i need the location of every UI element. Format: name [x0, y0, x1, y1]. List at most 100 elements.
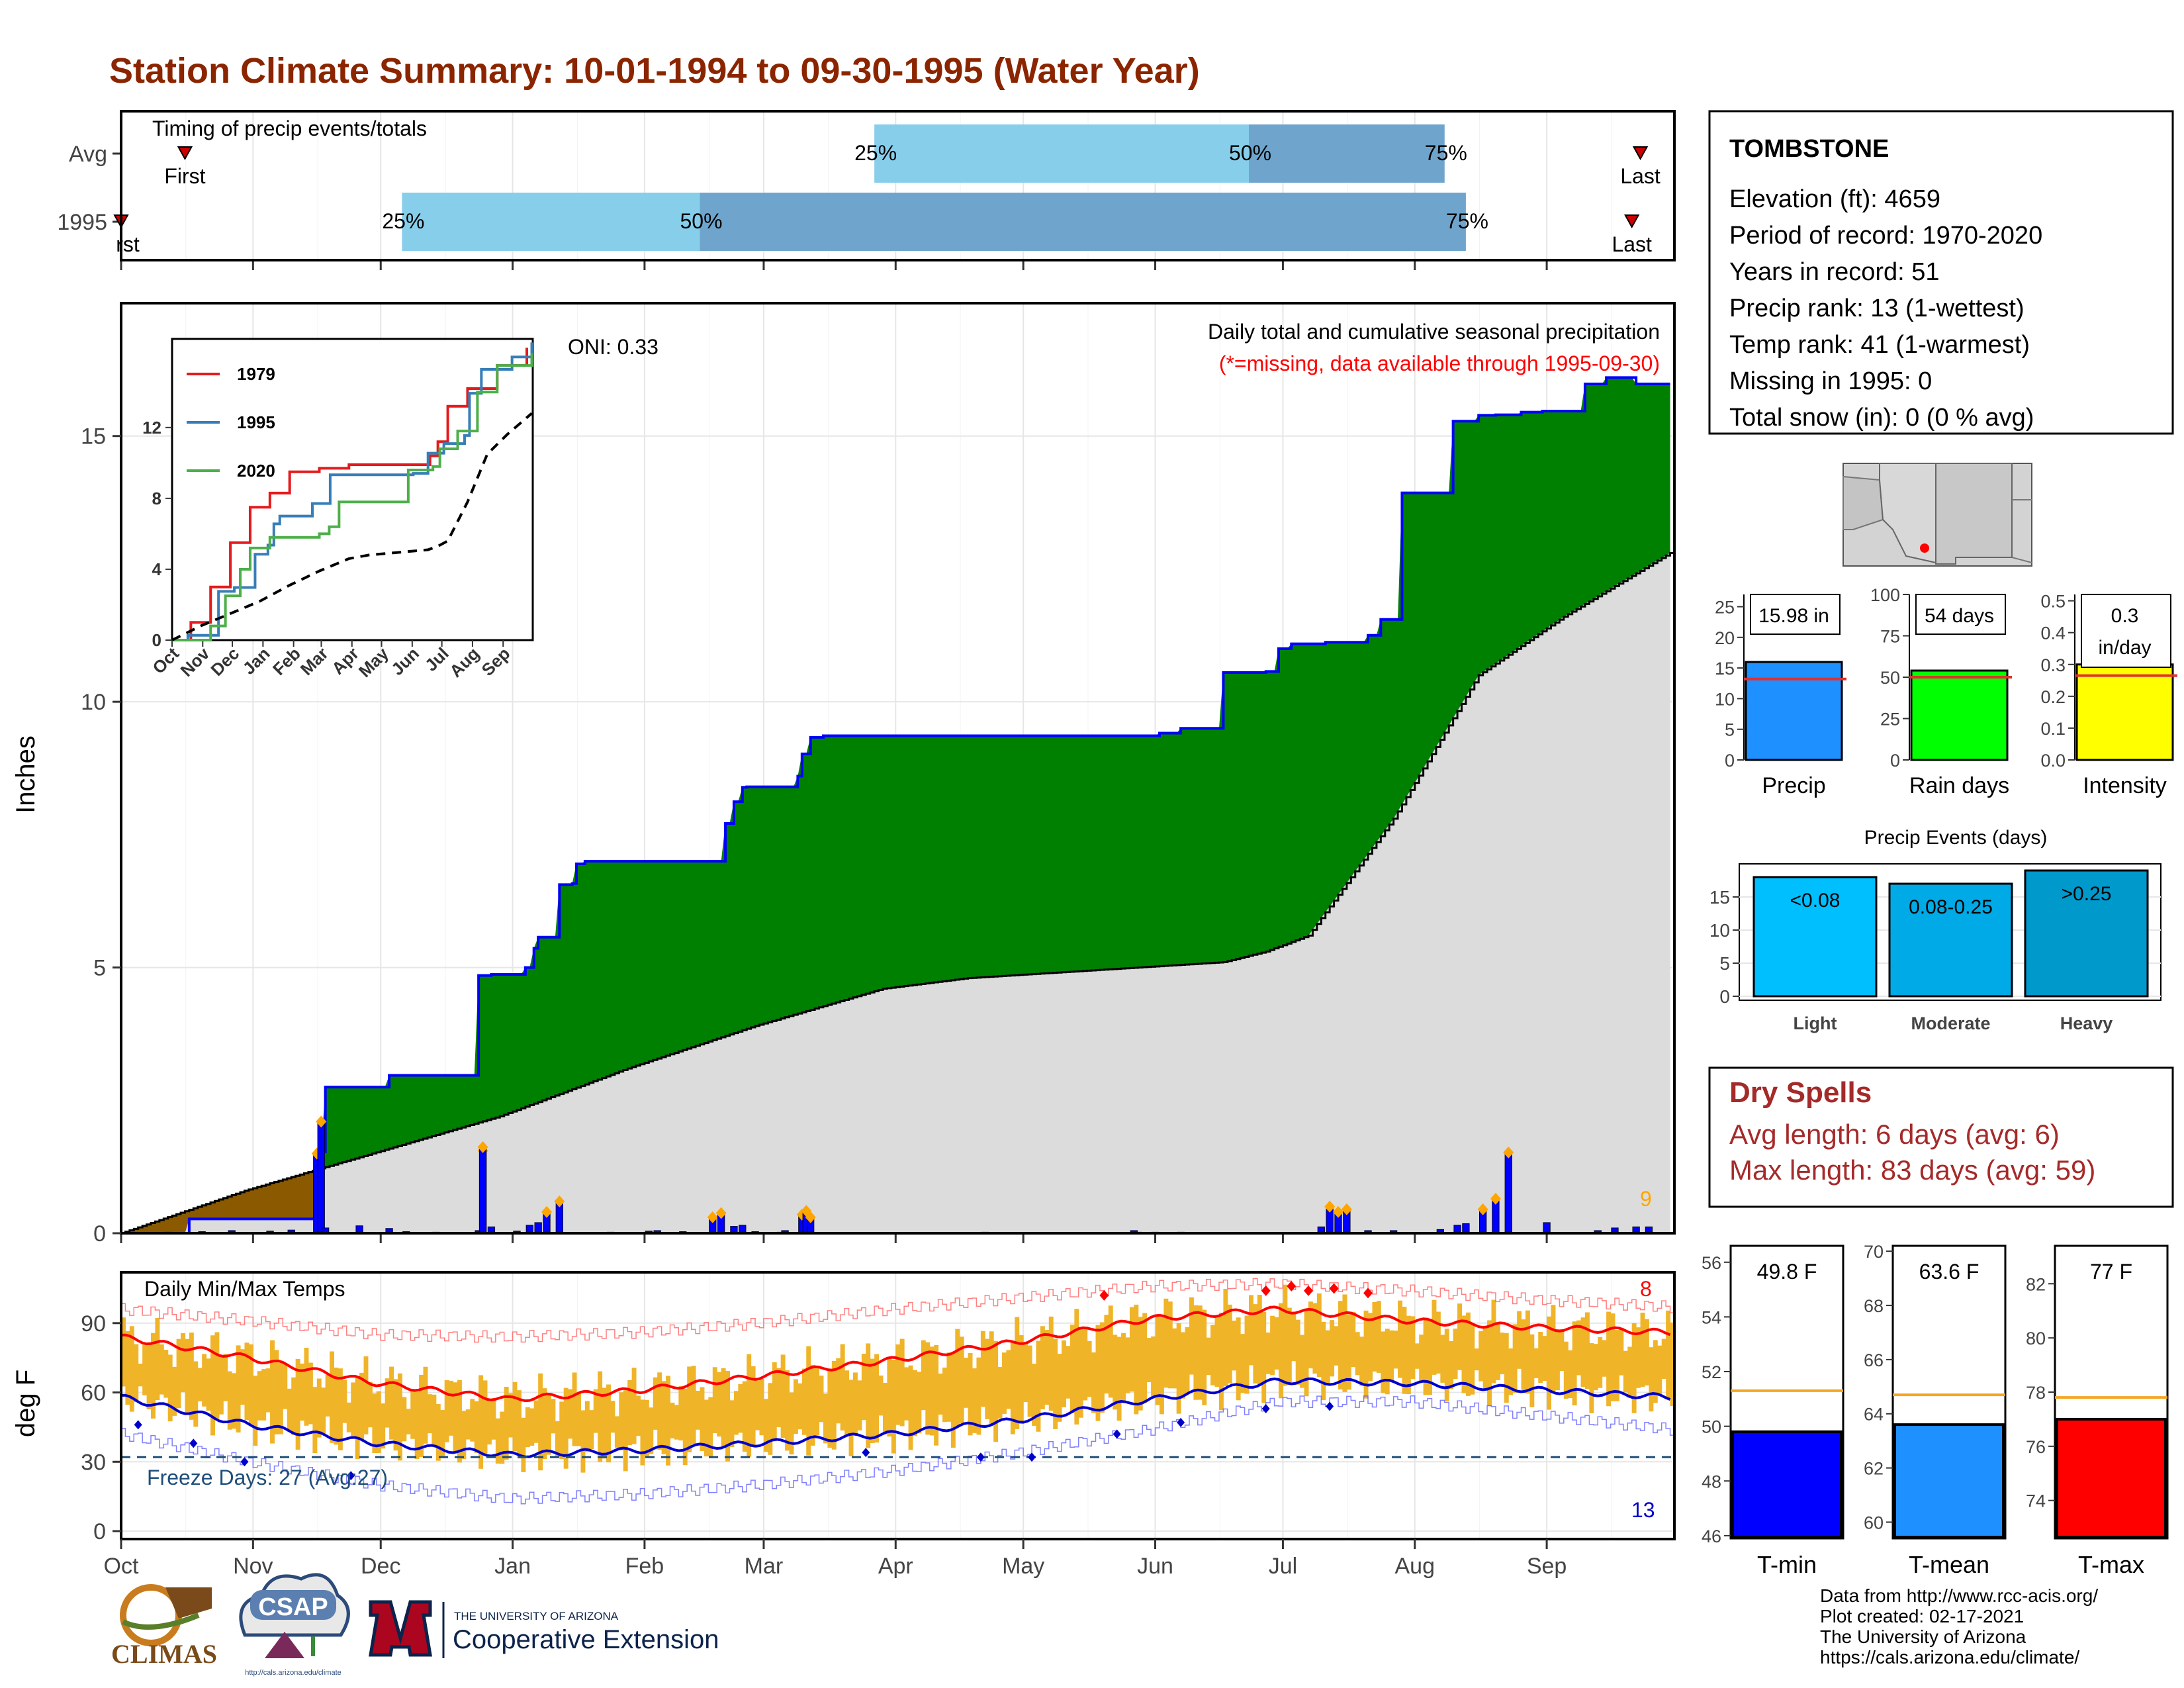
daily-temp-range [964, 1358, 969, 1408]
last-event-marker [1624, 214, 1640, 229]
daily-temp-range [1398, 1300, 1402, 1378]
daily-temp-range [1410, 1316, 1416, 1380]
daily-temp-range [533, 1400, 539, 1443]
temp-ytick-label: 90 [81, 1311, 106, 1336]
daily-temp-range [1593, 1344, 1598, 1391]
daily-temp-range [381, 1403, 386, 1449]
daily-temp-range [895, 1344, 901, 1425]
summary-ytick-label: 0 [1725, 751, 1735, 771]
daily-temp-range [776, 1368, 782, 1428]
avg-max-line [120, 1305, 1671, 1403]
temp-value-label: 77 F [2090, 1260, 2132, 1284]
timing-row: 1995 25% 50% 75% rst Last [57, 193, 1652, 256]
record-low-marker [976, 1452, 985, 1462]
precip-border [120, 302, 1676, 1235]
daily-temp-range [836, 1358, 841, 1424]
summary-ytick-label: 0.1 [2040, 719, 2066, 739]
temp-value-label: 49.8 F [1757, 1260, 1817, 1284]
daily-temp-range [1210, 1325, 1216, 1385]
daily-temp-range [1661, 1338, 1666, 1379]
timing-q50-label: 50% [1229, 141, 1271, 165]
daily-temp-range [772, 1362, 777, 1442]
daily-temp-range [725, 1371, 731, 1462]
summary-ytick-label: 25 [1880, 710, 1900, 729]
temp-bar-ytick-label: 48 [1702, 1472, 1721, 1491]
temp-bar-ytick-label: 80 [2026, 1329, 2046, 1348]
daily-temp-range [1006, 1350, 1011, 1409]
daily-temp-range [950, 1353, 956, 1448]
hot-days-count: 8 [1640, 1277, 1652, 1301]
daily-temp-range [1069, 1324, 1075, 1414]
heavy-precip-marker [1490, 1192, 1501, 1205]
daily-temp-range [1547, 1316, 1552, 1410]
daily-temp-range [1312, 1303, 1318, 1374]
month-label: May [1002, 1554, 1044, 1579]
daily-temp-range [797, 1383, 803, 1430]
extreme-count: 9 [1640, 1187, 1652, 1211]
daily-temp-range [1602, 1340, 1607, 1377]
daily-temp-range [1121, 1333, 1126, 1403]
daily-temp-range [240, 1349, 245, 1405]
daily-temp-range [1334, 1326, 1339, 1366]
daily-temp-range [674, 1405, 679, 1440]
daily-temp-range [1129, 1307, 1134, 1392]
daily-temp-range [283, 1364, 288, 1409]
csap-text: CSAP [258, 1593, 328, 1621]
daily-temp-range [1529, 1334, 1535, 1407]
heavy-precip-marker [477, 1141, 488, 1153]
temp-bar-ytick-label: 60 [1864, 1513, 1884, 1532]
summary-bar-label: Rain days [1909, 773, 2009, 798]
temp-bar-ytick-label: 78 [2026, 1383, 2046, 1403]
event-category-label: Light [1794, 1013, 1837, 1033]
daily-temp-range [729, 1400, 735, 1448]
daily-temp-range [891, 1360, 896, 1454]
timing-title: Timing of precip events/totals [152, 117, 427, 140]
temp-ytick-label: 0 [93, 1519, 106, 1544]
summary-ytick-label: 15 [1715, 659, 1735, 679]
daily-temp-range [1206, 1337, 1211, 1376]
daily-temp-range [644, 1399, 649, 1457]
inset-legend-label: 2020 [237, 461, 275, 481]
record-low-marker [347, 1471, 355, 1481]
daily-temp-range [1495, 1322, 1500, 1380]
daily-temp-range [1376, 1301, 1381, 1373]
daily-temp-range [1640, 1312, 1645, 1387]
daily-temp-range [929, 1346, 934, 1436]
month-label: Sep [1527, 1554, 1567, 1579]
daily-temp-range [1470, 1323, 1475, 1395]
daily-temp-range [1138, 1317, 1143, 1411]
daily-temp-range [1432, 1299, 1437, 1375]
inset-legend-label: 1979 [237, 364, 275, 384]
observed-cumulative-line [121, 376, 1670, 1235]
daily-temp-range [1116, 1336, 1122, 1421]
month-label: Jun [1137, 1554, 1173, 1579]
temp-bar-tmax: 74 76 78 80 82 77 F T-max [2026, 1244, 2169, 1578]
record-max-line [121, 1278, 1674, 1343]
daily-temp-range [372, 1393, 377, 1454]
daily-temp-range [589, 1410, 594, 1450]
daily-temp-range [1606, 1311, 1612, 1407]
daily-temp-range [414, 1391, 420, 1460]
daily-temp-range [602, 1387, 607, 1459]
daily-temp-range [1623, 1350, 1628, 1393]
daily-temp-range [517, 1390, 522, 1459]
timing-border [120, 110, 1676, 261]
daily-temp-range [1330, 1320, 1335, 1377]
record-low-marker [1113, 1429, 1121, 1439]
daily-temp-range [661, 1381, 666, 1454]
daily-temp-range [1423, 1317, 1428, 1395]
daily-temp-range [598, 1371, 603, 1462]
station-info-line: Missing in 1995: 0 [1729, 367, 1932, 395]
daily-temp-range [670, 1402, 675, 1438]
daily-temp-range [461, 1411, 467, 1460]
dry-spells-title: Dry Spells [1729, 1076, 1872, 1109]
daily-temp-range [248, 1344, 253, 1425]
daily-temp-range [1359, 1336, 1365, 1386]
inset-ytick-label: 0 [152, 630, 161, 650]
daily-temp-range [1236, 1317, 1241, 1401]
daily-temp-range [316, 1378, 322, 1438]
events-ytick-label: 15 [1709, 887, 1730, 908]
inset-series-line [172, 348, 529, 641]
temp-value-label: 63.6 F [1919, 1260, 1979, 1284]
daily-temp-range [155, 1318, 160, 1401]
